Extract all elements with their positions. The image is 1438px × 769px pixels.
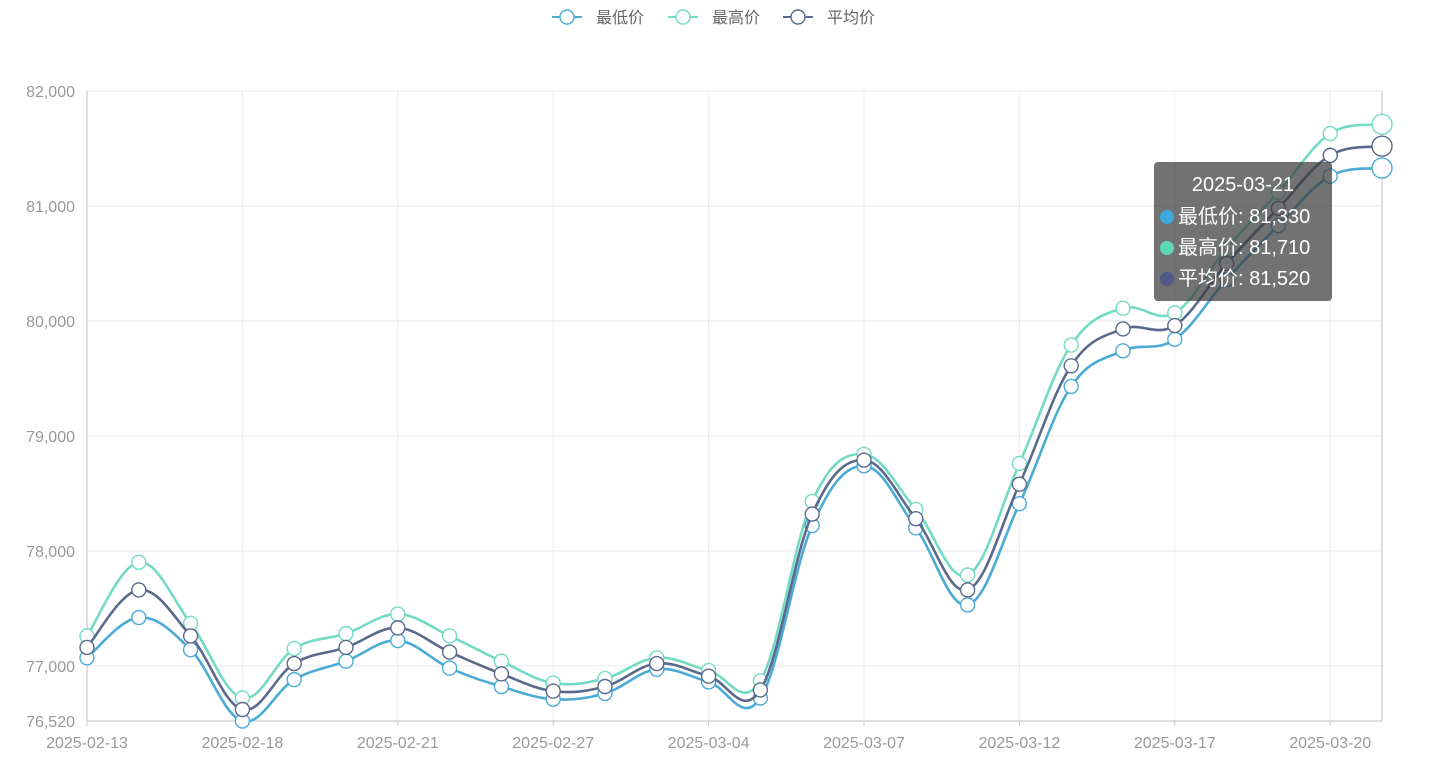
y-tick-label: 76,520 [26,714,75,731]
tooltip-row-min: 最低价: 81,330 [1160,204,1310,230]
legend-label: 平均价 [827,9,875,27]
axes [86,91,1383,722]
legend-marker-icon [790,9,806,25]
tooltip-label-max: 最高价: 81,710 [1178,237,1311,259]
legend-marker-icon [675,9,691,25]
data-point[interactable] [338,639,354,656]
x-tick-label: 2025-03-07 [823,735,905,752]
x-tick-label: 2025-02-27 [512,735,594,752]
tooltip-row-avg: 平均价: 81,520 [1160,266,1310,292]
tooltip-label-avg: 平均价: 81,520 [1178,268,1311,290]
data-point[interactable] [959,567,976,583]
y-tick-label: 82,000 [26,84,75,101]
data-point[interactable] [1322,147,1338,164]
y-tick-label: 79,000 [26,429,75,446]
data-point[interactable] [700,668,717,684]
data-point[interactable] [286,671,302,688]
y-axis-labels: 76,520 77,000 78,000 79,000 80,000 81,000 82,0… [26,84,75,731]
data-point[interactable] [649,655,665,672]
data-point[interactable] [131,609,147,626]
data-point[interactable] [1063,378,1079,395]
data-point[interactable] [1115,300,1131,316]
data-point[interactable] [493,678,510,695]
data-point[interactable] [131,554,147,571]
data-point[interactable] [545,683,561,699]
data-point[interactable] [1115,321,1131,337]
x-tick-label: 2025-03-20 [1289,735,1371,752]
tooltip-row-max: 最高价: 81,710 [1160,235,1310,261]
tooltip-label-min: 最低价: 81,330 [1178,206,1311,228]
data-point[interactable] [441,660,458,676]
data-point[interactable] [1371,157,1393,179]
data-point[interactable] [959,582,976,598]
x-tick-label: 2025-02-13 [46,735,128,752]
x-axis-labels: 2025-02-13 2025-02-18 2025-02-21 2025-02-27… [46,735,1371,752]
data-point[interactable] [441,628,458,644]
data-point[interactable] [1167,331,1183,348]
data-point[interactable] [493,653,510,669]
data-point[interactable] [597,678,613,695]
data-point[interactable] [804,506,820,522]
data-point[interactable] [441,644,458,660]
tooltip-dot-min [1160,210,1174,224]
tooltip: 2025-03-21 最低价: 81,330 最高价: 81,710 平均价: … [1154,162,1332,301]
data-point[interactable] [286,640,302,657]
data-point[interactable] [182,642,199,658]
legend-marker-icon [559,9,575,25]
data-point[interactable] [856,452,872,468]
data-point[interactable] [390,606,406,622]
legend-item-0[interactable]: 最低价 [552,9,644,27]
data-point[interactable] [338,653,354,669]
legend[interactable]: 最低价 最高价 平均价 [552,9,875,27]
data-point[interactable] [908,510,924,527]
y-tick-label: 80,000 [26,314,75,331]
legend-item-1[interactable]: 最高价 [668,9,760,27]
tooltip-dot-avg [1160,272,1174,286]
x-gridlines [86,91,1331,726]
data-point[interactable] [390,620,406,636]
data-point[interactable] [1011,455,1028,472]
x-tick-label: 2025-02-18 [201,735,283,752]
series-line [86,166,1383,723]
data-point[interactable] [752,682,769,698]
data-point[interactable] [79,639,95,656]
y-tick-label: 78,000 [26,544,75,561]
data-point[interactable] [1322,125,1338,142]
data-point[interactable] [338,625,354,642]
y-tick-label: 77,000 [26,659,75,676]
tooltip-dot-max [1160,241,1174,255]
data-point[interactable] [131,582,147,598]
data-point[interactable] [1011,476,1028,492]
data-point[interactable] [959,597,976,613]
data-point[interactable] [1167,305,1183,321]
data-point[interactable] [286,655,302,672]
legend-label: 最高价 [712,9,760,27]
data-point[interactable] [493,666,510,682]
y-tick-label: 81,000 [26,199,75,216]
legend-label: 最低价 [596,9,644,27]
data-point[interactable] [1371,113,1393,136]
legend-item-2[interactable]: 平均价 [783,9,875,27]
data-point[interactable] [1371,135,1393,157]
data-point[interactable] [1115,343,1131,359]
data-point[interactable] [1167,317,1183,334]
data-point[interactable] [390,632,406,649]
x-tick-label: 2025-03-04 [668,735,750,752]
data-point[interactable] [1063,337,1079,353]
x-tick-label: 2025-02-21 [357,735,439,752]
data-point[interactable] [234,701,251,718]
data-point[interactable] [182,628,199,644]
tooltip-title: 2025-03-21 [1191,174,1295,196]
data-point[interactable] [1063,358,1079,374]
x-tick-label: 2025-03-17 [1134,735,1216,752]
x-tick-label: 2025-03-12 [978,735,1060,752]
